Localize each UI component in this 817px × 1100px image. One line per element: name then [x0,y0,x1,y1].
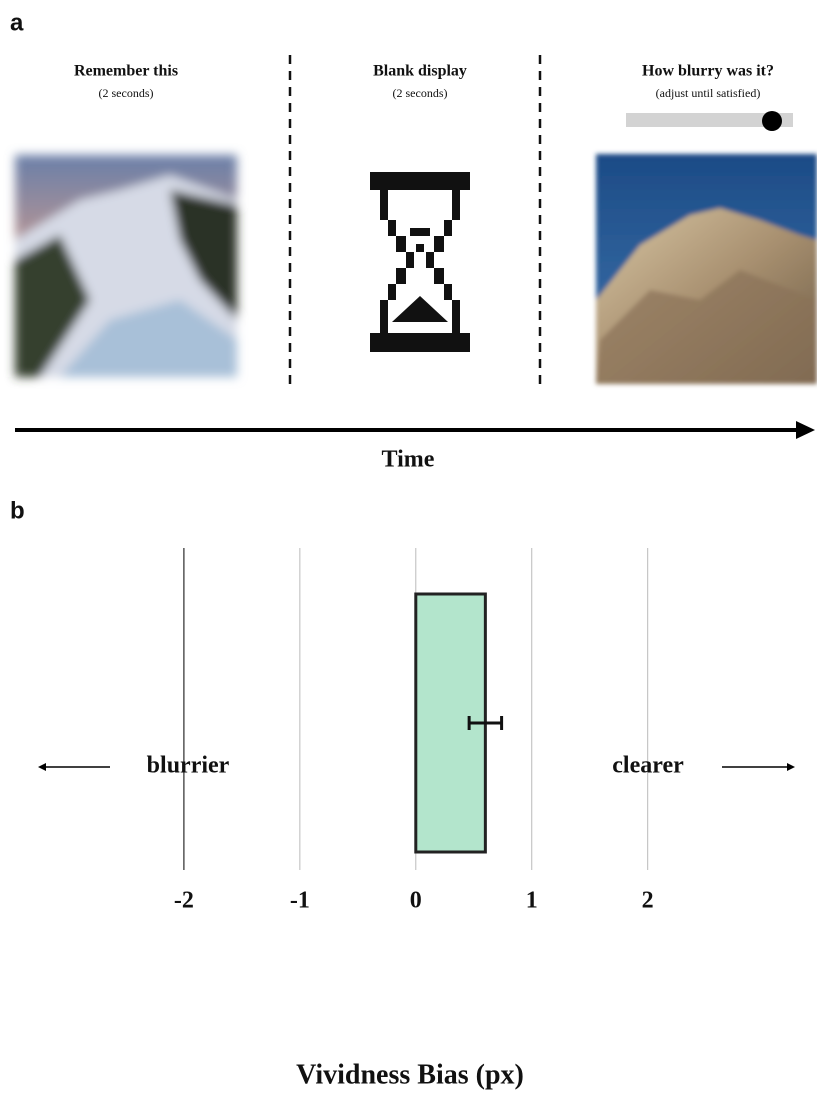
test-image [596,154,817,384]
step-title: How blurry was it? [642,63,774,80]
annotation: blurrier [147,753,230,779]
x-tick-label: 2 [642,888,654,914]
step-title: Remember this [74,63,178,80]
step-subtitle: (2 seconds) [99,86,154,100]
time-label: Time [382,447,435,473]
x-tick-label: 0 [410,888,422,914]
step-subtitle: (adjust until satisfied) [656,86,761,100]
figure: a Remember this (2 seconds) Blank displa… [0,0,817,1100]
chart: -2 -1 0 1 2 [174,548,654,914]
x-tick-label: -2 [174,888,194,914]
step-title: Blank display [373,63,467,80]
x-tick-label: -1 [290,888,310,914]
arrowhead [38,763,46,771]
memory-image [15,155,237,377]
slider-knob [762,111,782,131]
x-axis-title: Vividness Bias (px) [296,1059,524,1090]
arrowhead [787,763,795,771]
x-tick-label: 1 [526,888,538,914]
hourglass-icon [370,172,470,352]
annotation: clearer [612,753,684,779]
arrowhead [796,421,815,439]
panel-label: a [10,9,24,36]
step-subtitle: (2 seconds) [393,86,448,100]
panel-label: b [10,497,25,524]
